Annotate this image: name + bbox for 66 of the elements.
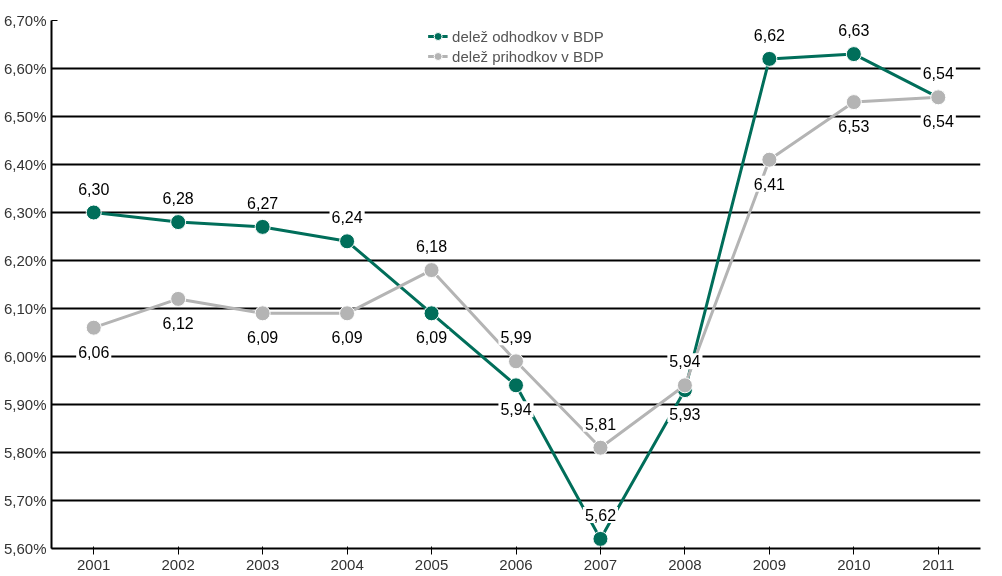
data-label: 6,41 xyxy=(753,175,786,193)
y-tick-label: 6,40% xyxy=(3,156,47,173)
point xyxy=(761,151,778,168)
x-tick-label: 2003 xyxy=(245,555,280,573)
y-tick-label: 5,70% xyxy=(3,492,47,509)
point xyxy=(339,305,356,322)
x-tick-label: 2010 xyxy=(837,555,871,573)
point xyxy=(676,377,693,394)
data-label: 5,99 xyxy=(500,329,532,347)
point xyxy=(592,439,609,456)
data-label: 5,94 xyxy=(669,353,701,371)
point xyxy=(508,353,524,370)
x-tick-label: 2007 xyxy=(583,555,618,573)
point xyxy=(170,290,187,307)
y-tick-label: 6,30% xyxy=(3,204,47,221)
data-label: 5,94 xyxy=(500,401,532,419)
point xyxy=(508,377,524,394)
y-tick-label: 6,10% xyxy=(3,300,47,317)
point xyxy=(845,94,862,111)
y-tick-label: 6,50% xyxy=(3,108,47,125)
data-label: 6,28 xyxy=(162,190,194,208)
x-tick-label: 2006 xyxy=(499,555,533,573)
point xyxy=(592,530,609,547)
data-label: 6,06 xyxy=(78,343,110,361)
point xyxy=(85,204,102,221)
data-label: 5,93 xyxy=(669,406,701,424)
data-label: 6,54 xyxy=(922,65,954,83)
y-tick-label: 5,60% xyxy=(3,540,47,557)
point xyxy=(339,233,356,250)
point xyxy=(254,218,271,235)
data-label: 6,62 xyxy=(753,26,786,44)
legend-label: delež prihodkov v BDP xyxy=(452,47,604,65)
y-tick-label: 6,20% xyxy=(3,252,47,269)
y-tick-label: 5,90% xyxy=(3,396,47,413)
data-label: 6,09 xyxy=(415,329,448,347)
data-label: 6,09 xyxy=(247,329,279,347)
x-tick-label: 2011 xyxy=(922,555,955,573)
x-tick-label: 2008 xyxy=(668,555,702,573)
y-tick-label: 6,00% xyxy=(3,348,47,365)
point xyxy=(845,46,862,63)
data-label: 6,63 xyxy=(838,22,870,40)
y-tick-label: 5,80% xyxy=(3,444,47,461)
data-label: 5,62 xyxy=(584,506,617,524)
point xyxy=(170,214,187,231)
data-label: 6,24 xyxy=(331,209,363,227)
data-label: 6,12 xyxy=(162,314,194,332)
point xyxy=(761,50,778,67)
x-tick-label: 2001 xyxy=(77,555,111,573)
data-label: 6,27 xyxy=(247,194,279,212)
data-label: 6,18 xyxy=(415,238,448,256)
x-tick-label: 2009 xyxy=(752,555,787,573)
point xyxy=(423,262,440,279)
point xyxy=(85,319,102,336)
point xyxy=(423,305,440,322)
point xyxy=(254,305,271,322)
data-label: 6,53 xyxy=(838,118,870,136)
data-label: 6,09 xyxy=(331,329,363,347)
y-tick-label: 6,70% xyxy=(3,12,47,29)
data-label: 6,30 xyxy=(78,180,110,198)
x-tick-label: 2004 xyxy=(330,555,364,573)
legend-label: delež odhodkov v BDP xyxy=(452,27,604,45)
y-tick-label: 6,60% xyxy=(3,60,47,77)
data-label: 5,81 xyxy=(584,415,617,433)
data-label: 6,54 xyxy=(922,113,954,131)
x-tick-label: 2002 xyxy=(161,555,195,573)
x-tick-label: 2005 xyxy=(414,555,449,573)
